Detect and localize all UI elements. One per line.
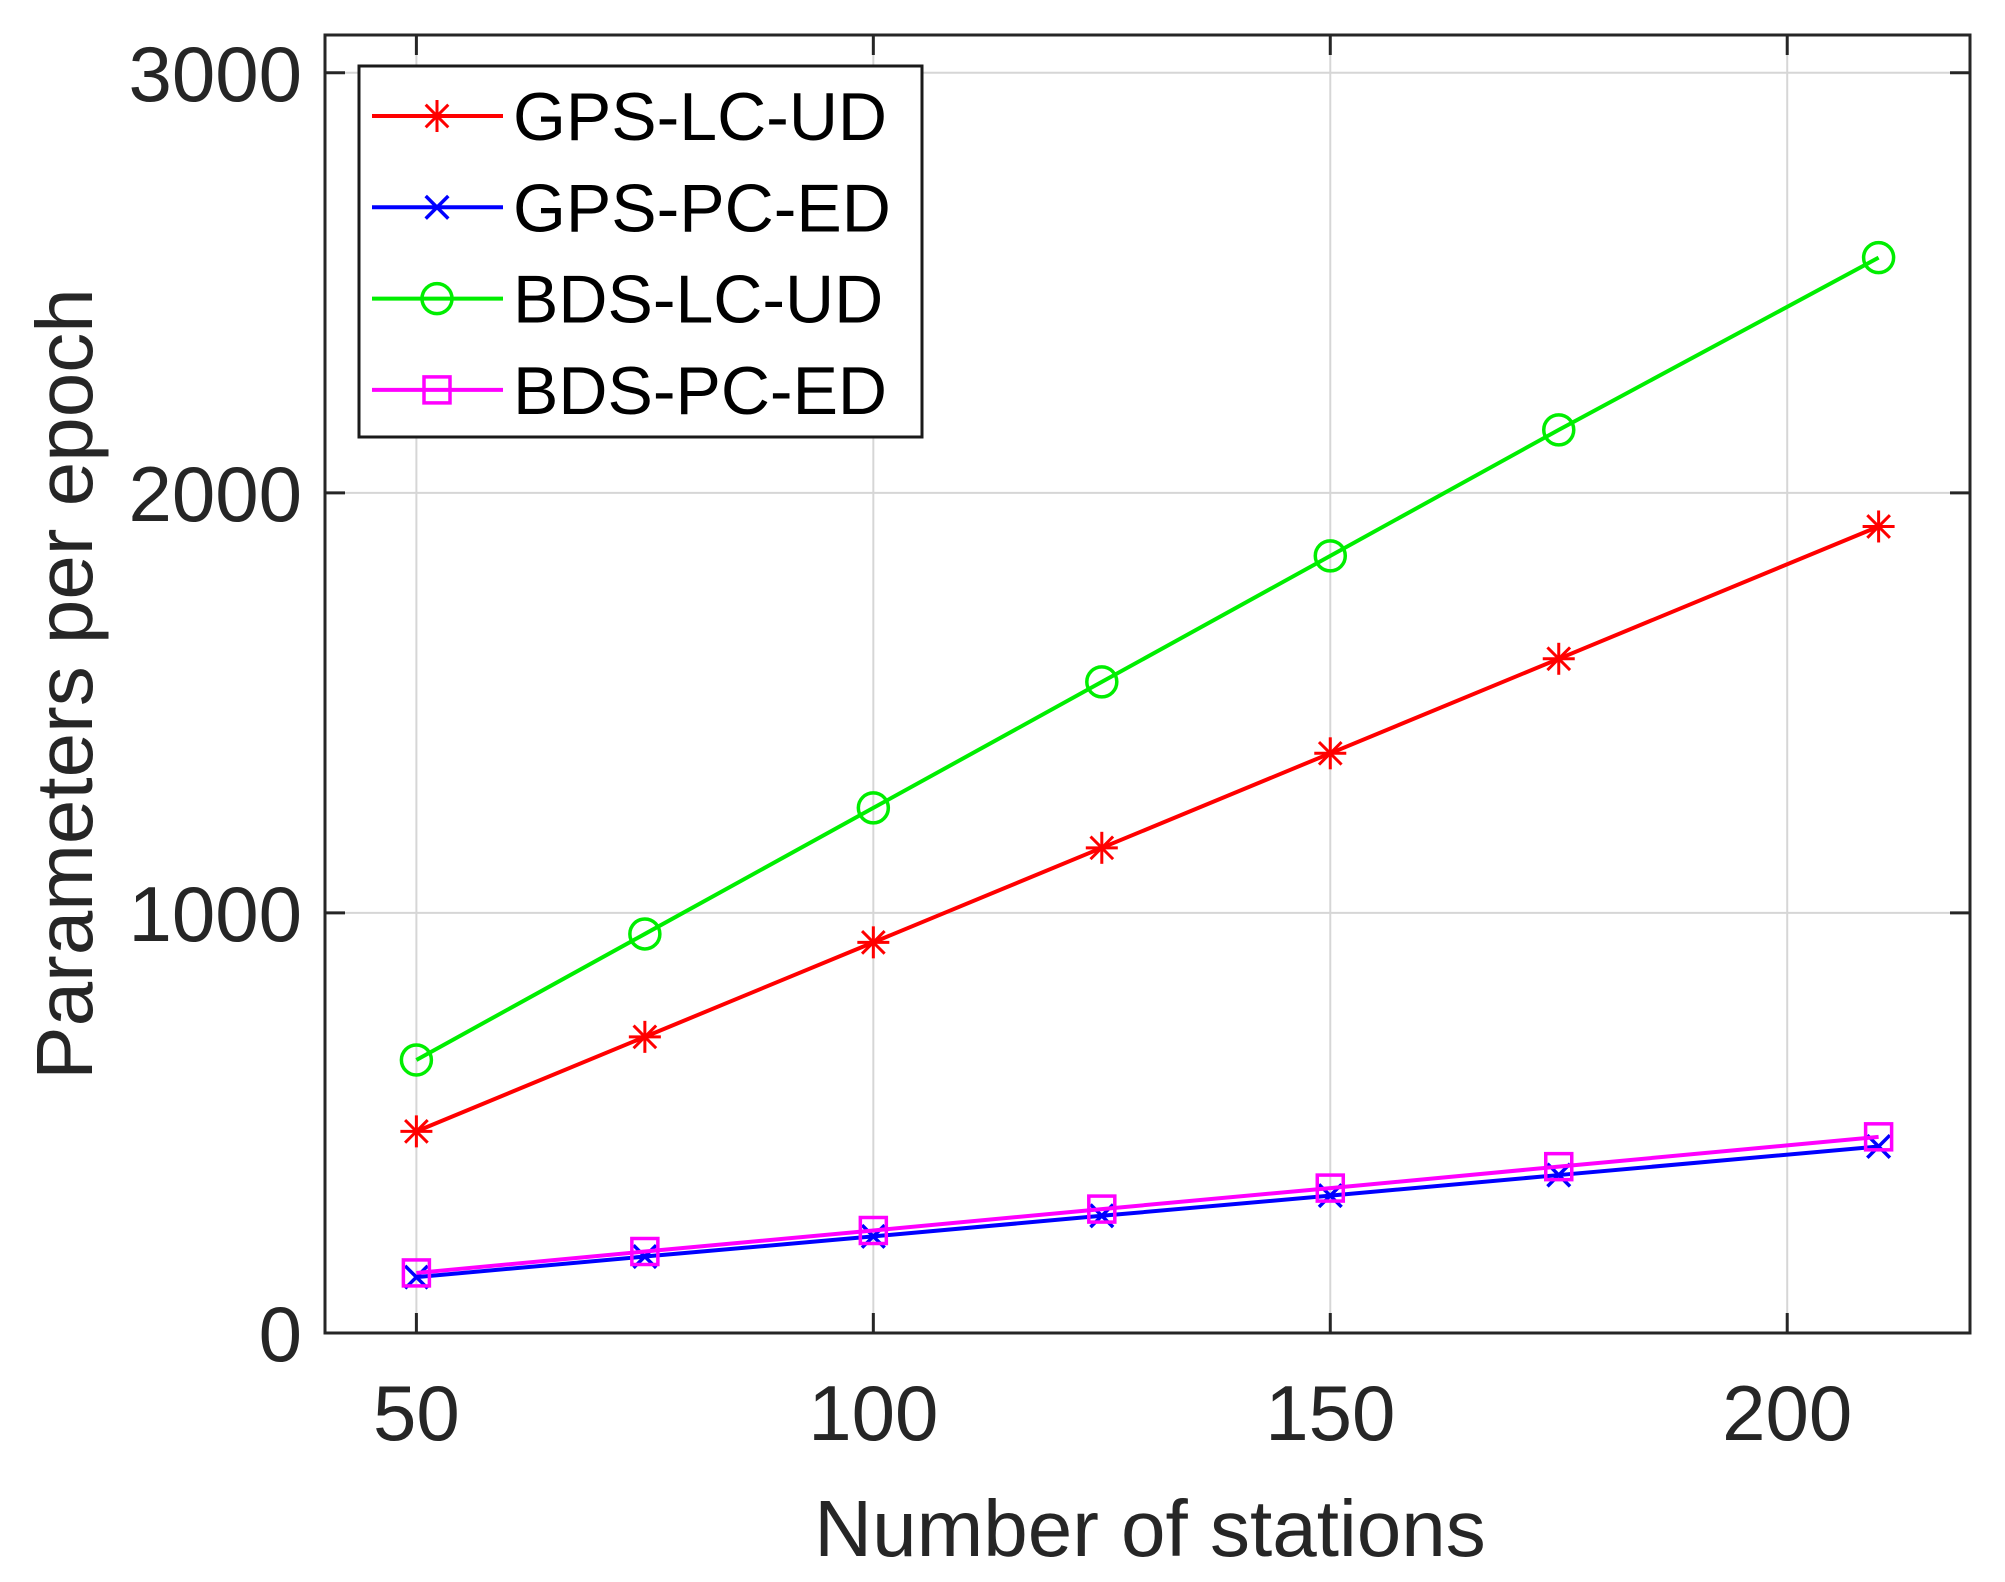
circle-marker-icon <box>856 791 891 825</box>
y-tick-label: 3000 <box>128 30 302 118</box>
square-marker-icon <box>1315 1173 1346 1203</box>
series-line <box>415 524 1880 1134</box>
x-tick-label: 200 <box>1722 1369 1852 1457</box>
square-marker-icon <box>858 1215 889 1246</box>
square-marker-icon <box>1087 1194 1117 1224</box>
legend-label: BDS-LC-UD <box>513 262 883 338</box>
legend-label: GPS-PC-ED <box>513 170 891 246</box>
legend: GPS-LC-UD GPS-PC-ED BDS-LC-UD BDS-PC-ED <box>357 64 924 439</box>
y-tick-label: 1000 <box>128 870 302 958</box>
square-marker-icon <box>401 1258 432 1288</box>
asterisk-marker-icon <box>1085 831 1118 864</box>
legend-item: BDS-PC-ED <box>372 353 887 429</box>
circle-marker-icon <box>628 917 662 951</box>
x-tick-label: 100 <box>808 1369 938 1457</box>
asterisk-marker-icon <box>1862 510 1895 543</box>
legend-label: BDS-PC-ED <box>513 353 887 429</box>
series-bds-pc-ed <box>401 1122 1894 1288</box>
x-tick-label: 150 <box>1265 1369 1395 1457</box>
x-marker-icon <box>424 194 450 220</box>
asterisk-marker-icon <box>421 100 453 132</box>
legend-label: GPS-LC-UD <box>513 79 887 155</box>
y-tick-label: 2000 <box>128 450 302 538</box>
series-line <box>416 1134 1879 1275</box>
circle-marker-icon <box>1085 665 1119 699</box>
legend-box <box>357 64 924 439</box>
legend-item: BDS-LC-UD <box>372 262 883 338</box>
legend-item: GPS-PC-ED <box>372 170 891 246</box>
axes-frame-layer <box>323 33 1972 1335</box>
series-line <box>416 1144 1879 1280</box>
asterisk-marker-icon <box>1314 737 1347 770</box>
circle-marker-icon <box>1542 413 1576 447</box>
circle-marker-icon <box>1313 539 1348 573</box>
legend-item: GPS-LC-UD <box>372 79 887 155</box>
circle-marker-icon <box>399 1043 434 1077</box>
asterisk-marker-icon <box>400 1115 433 1148</box>
y-tick-label: 0 <box>259 1290 302 1378</box>
circle-marker-icon <box>420 281 454 316</box>
series-layer <box>399 240 1896 1290</box>
square-marker-icon <box>1544 1151 1574 1182</box>
plot-frame <box>323 33 1972 1335</box>
asterisk-marker-icon <box>1542 642 1575 675</box>
square-marker-icon <box>1863 1122 1894 1152</box>
asterisk-marker-icon <box>857 926 890 959</box>
series-bds-lc-ud <box>399 240 1896 1077</box>
y-axis-label: Parameters per epoch <box>20 288 109 1080</box>
series-line <box>415 255 1880 1062</box>
series-gps-lc-ud <box>400 510 1895 1148</box>
x-axis-label: Number of stations <box>814 1484 1485 1573</box>
square-marker-icon <box>422 375 452 405</box>
circle-marker-icon <box>1861 240 1896 275</box>
square-marker-icon <box>630 1236 660 1267</box>
x-tick-label: 50 <box>373 1369 460 1457</box>
asterisk-marker-icon <box>628 1020 661 1053</box>
